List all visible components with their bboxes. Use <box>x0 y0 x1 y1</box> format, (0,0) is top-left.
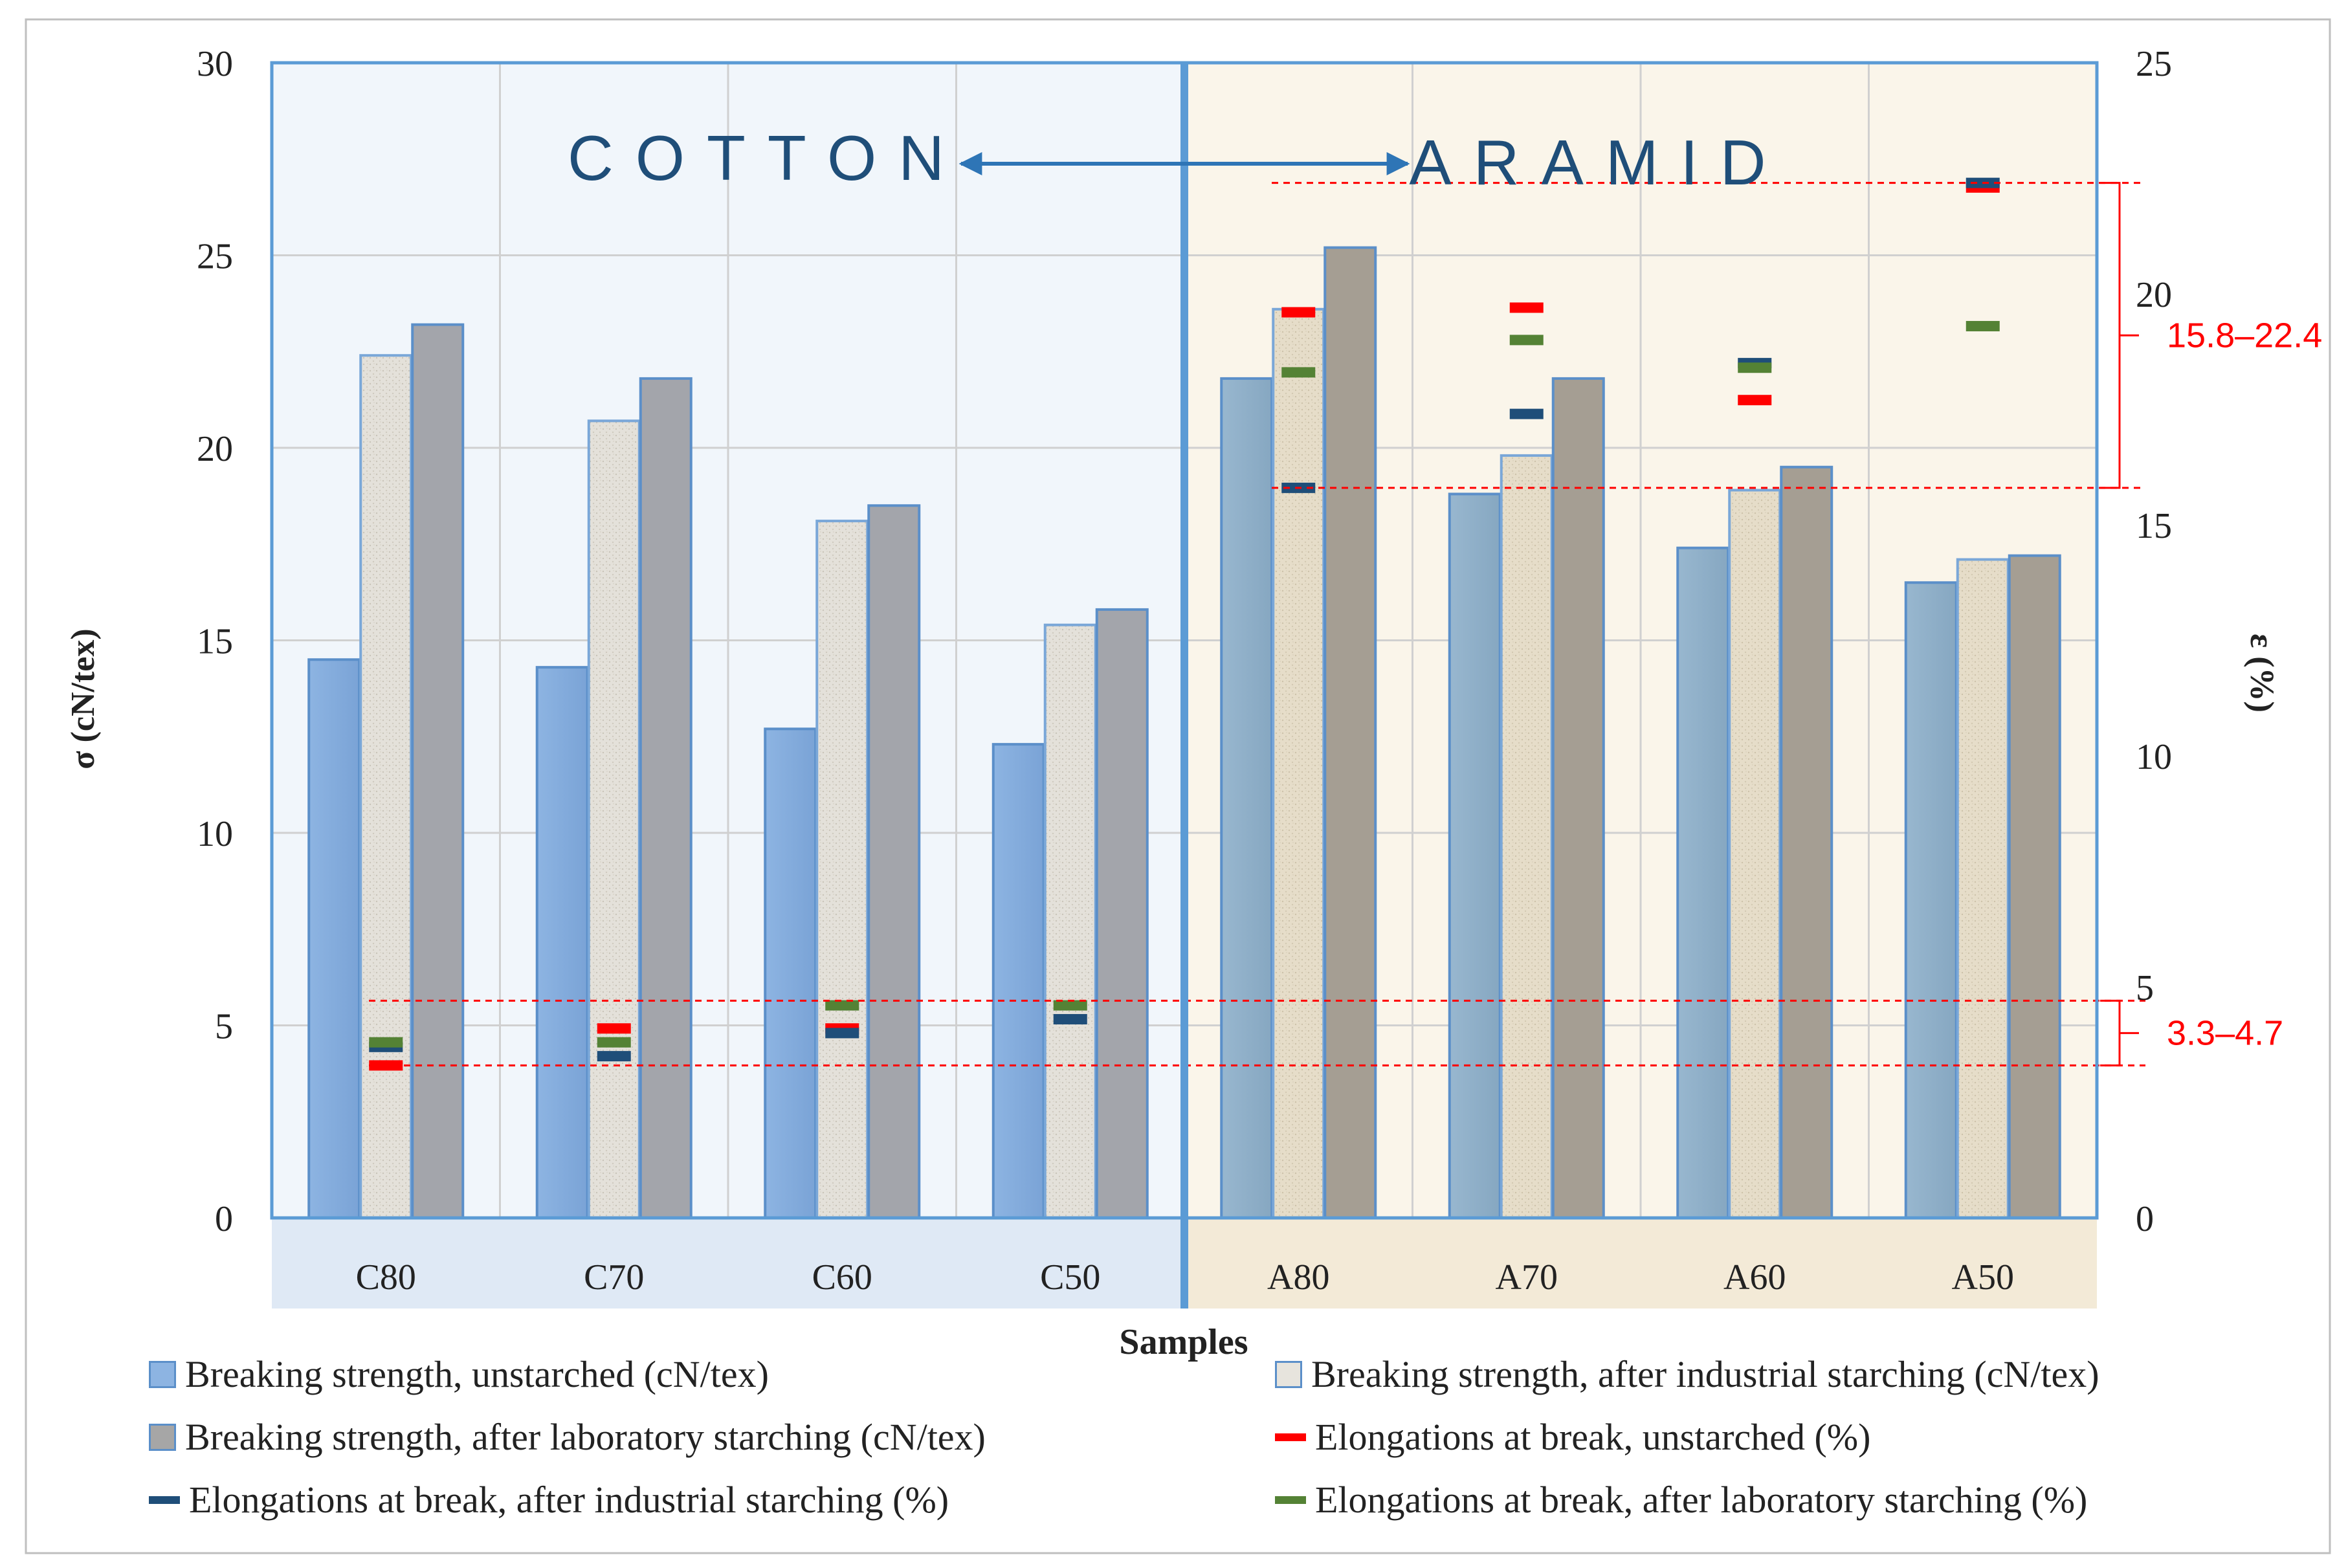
bar-c60-series-1 <box>764 727 817 1219</box>
legend-label: Elongations at break, after laboratory s… <box>1315 1479 2088 1521</box>
bar-a70-series-3 <box>1551 377 1605 1219</box>
bar-a60-series-3 <box>1780 465 1833 1219</box>
marker-a60-series-6 <box>1738 362 1772 373</box>
legend: Breaking strength, unstarched (cN/tex) B… <box>149 1353 2285 1547</box>
x-tick-label-a60: A60 <box>1723 1257 1786 1297</box>
bar-c60-series-3 <box>867 504 921 1219</box>
bar-a50-series-3 <box>2008 554 2061 1219</box>
range-aramid-label: 15.8–22.4 <box>2167 316 2322 355</box>
y-tick-label: 5 <box>215 1007 233 1047</box>
x-tick-label-a50: A50 <box>1952 1257 2014 1297</box>
bar-a80-series-3 <box>1324 246 1377 1220</box>
x-tick-label-c70: C70 <box>584 1257 644 1297</box>
marker-a60-series-4 <box>1738 395 1772 406</box>
marker-a70-series-4 <box>1509 302 1544 313</box>
marker-c50-series-5 <box>1053 1013 1087 1024</box>
x-tick-label-c80: C80 <box>356 1257 416 1297</box>
marker-c50-series-6 <box>1053 1000 1087 1011</box>
bar-c80-series-1 <box>307 658 361 1219</box>
marker-c60-series-6 <box>825 1000 859 1011</box>
x-tick-label-a70: A70 <box>1496 1257 1558 1297</box>
legend-label: Elongations at break, after industrial s… <box>189 1479 949 1521</box>
y2-tick-label: 20 <box>2136 275 2172 315</box>
y-tick-label: 0 <box>215 1199 233 1239</box>
bar-c50-series-3 <box>1095 608 1149 1219</box>
legend-swatch-navy-marker <box>149 1496 180 1504</box>
y2-axis-title: ε (%) <box>2243 634 2280 712</box>
figure-border <box>25 18 2331 1554</box>
bar-a60-series-1 <box>1676 546 1730 1220</box>
legend-swatch-gray-bar <box>149 1423 176 1451</box>
legend-item-laboratory-elongation: Elongations at break, after laboratory s… <box>1275 1478 2087 1521</box>
marker-a80-series-4 <box>1281 307 1316 318</box>
y-tick-label: 15 <box>197 622 233 662</box>
aramid-label: ARAMID <box>1409 127 1788 198</box>
y2-tick-label: 25 <box>2136 44 2172 84</box>
marker-a70-series-6 <box>1509 335 1544 346</box>
y-tick-label: 25 <box>197 237 233 277</box>
legend-swatch-red-marker <box>1275 1433 1306 1441</box>
legend-swatch-green-marker <box>1275 1496 1306 1504</box>
legend-swatch-speckled-bar <box>1275 1360 1302 1388</box>
bar-c50-series-2 <box>1043 623 1097 1219</box>
marker-c70-series-5 <box>597 1051 631 1062</box>
category-band-cotton <box>272 1218 1184 1309</box>
bar-a70-series-1 <box>1448 492 1501 1219</box>
legend-item-unstarched-elongation: Elongations at break, unstarched (%) <box>1275 1415 1870 1459</box>
range-cotton-label: 3.3–4.7 <box>2167 1013 2283 1052</box>
legend-label: Elongations at break, unstarched (%) <box>1315 1416 1871 1458</box>
legend-item-industrial-strength: Breaking strength, after industrial star… <box>1275 1353 2099 1396</box>
y-axis-title: σ (cN/tex) <box>65 628 102 769</box>
legend-label: Breaking strength, after industrial star… <box>1311 1353 2099 1395</box>
category-band-aramid <box>1184 1218 2097 1309</box>
range-aramid-bracket <box>2100 182 2121 489</box>
bar-a80-series-2 <box>1272 307 1325 1219</box>
cotton-label: COTTON <box>568 122 966 193</box>
legend-item-industrial-elongation: Elongations at break, after industrial s… <box>149 1478 949 1521</box>
bar-c70-series-3 <box>639 377 692 1219</box>
x-tick-label-a80: A80 <box>1267 1257 1329 1297</box>
legend-item-laboratory-strength: Breaking strength, after laboratory star… <box>149 1415 986 1459</box>
range-cotton-bracket <box>2100 999 2121 1066</box>
bar-a70-series-2 <box>1500 454 1553 1219</box>
bar-c80-series-3 <box>411 323 465 1220</box>
x-tick-label-c50: C50 <box>1040 1257 1100 1297</box>
bar-c60-series-2 <box>815 520 869 1219</box>
y2-tick-label: 10 <box>2136 737 2172 777</box>
bar-a50-series-1 <box>1904 581 1958 1219</box>
bar-a50-series-2 <box>1956 558 2010 1219</box>
legend-label: Breaking strength, after laboratory star… <box>185 1416 986 1458</box>
bar-a80-series-1 <box>1220 377 1274 1219</box>
bar-c70-series-1 <box>535 666 589 1219</box>
bar-a60-series-2 <box>1728 489 1782 1220</box>
marker-c70-series-6 <box>597 1037 631 1048</box>
legend-item-unstarched-strength: Breaking strength, unstarched (cN/tex) <box>149 1353 769 1396</box>
marker-a70-series-5 <box>1509 408 1544 419</box>
marker-c60-series-5 <box>825 1028 859 1039</box>
marker-a50-series-6 <box>1966 320 2000 331</box>
x-axis-title: Samples <box>1119 1322 1248 1362</box>
y2-tick-label: 15 <box>2136 506 2172 546</box>
bar-c50-series-1 <box>991 743 1045 1219</box>
y-tick-label: 20 <box>197 429 233 469</box>
y-tick-label: 30 <box>197 44 233 84</box>
x-tick-label-c60: C60 <box>812 1257 872 1297</box>
legend-swatch-blue-bar <box>149 1360 176 1388</box>
legend-label: Breaking strength, unstarched (cN/tex) <box>185 1353 769 1395</box>
marker-a80-series-6 <box>1281 367 1316 378</box>
bar-c70-series-2 <box>587 419 641 1219</box>
marker-c80-series-6 <box>369 1037 403 1048</box>
bar-c80-series-2 <box>359 354 413 1220</box>
y-tick-label: 10 <box>197 814 233 854</box>
marker-c70-series-4 <box>597 1023 631 1034</box>
y2-tick-label: 5 <box>2136 968 2154 1008</box>
y2-tick-label: 0 <box>2136 1199 2154 1239</box>
